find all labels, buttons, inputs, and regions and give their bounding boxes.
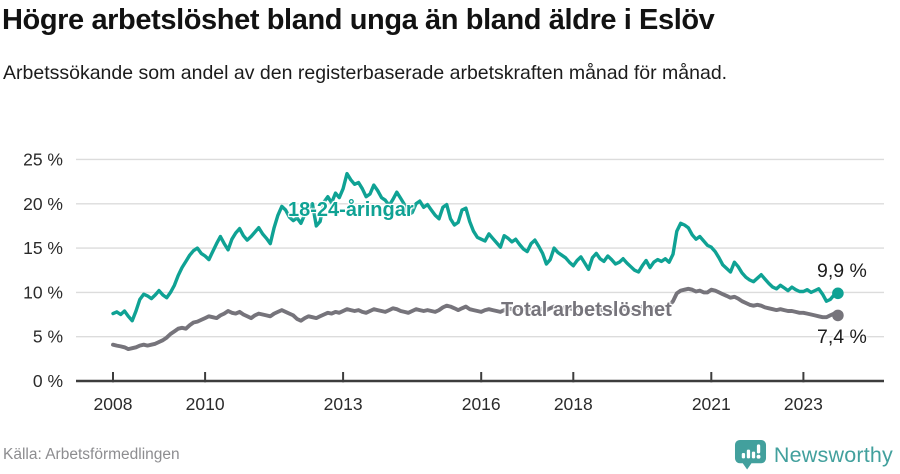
end-value-total: 7,4 % xyxy=(817,326,867,348)
x-tick-label-2018: 2018 xyxy=(554,394,593,414)
series-line-total xyxy=(111,286,840,352)
x-tick-label-2013: 2013 xyxy=(324,394,363,414)
chart-subtitle: Arbetssökande som andel av den registerb… xyxy=(3,62,728,84)
end-value-young: 9,9 % xyxy=(817,260,867,282)
y-tick-label-10: 10 % xyxy=(23,282,63,302)
series-end-dot-young xyxy=(832,287,844,300)
x-tick-label-2021: 2021 xyxy=(692,394,731,414)
newsworthy-logo-icon xyxy=(734,439,766,470)
y-tick-label-5: 5 % xyxy=(33,327,63,347)
newsworthy-logo: Newsworthy xyxy=(734,439,893,471)
x-tick-label-2010: 2010 xyxy=(186,394,225,414)
chart-title: Högre arbetslöshet bland unga än bland ä… xyxy=(2,4,715,36)
newsworthy-brand-name: Newsworthy xyxy=(773,442,893,467)
series-label-total: Total arbetslöshet xyxy=(501,299,672,321)
y-tick-label-15: 15 % xyxy=(23,238,63,258)
chart-canvas: 0 % 5 % 10 % 15 % 20 % 25 % 2008 2010 2013 2016 20… xyxy=(23,149,884,414)
y-tick-label-20: 20 % xyxy=(23,194,63,214)
series-line-young xyxy=(111,171,840,323)
x-tick-label-2008: 2008 xyxy=(94,394,133,414)
y-tick-label-25: 25 % xyxy=(23,149,63,169)
source-note: Källa: Arbetsförmedlingen xyxy=(3,446,180,463)
y-tick-label-0: 0 % xyxy=(33,371,63,391)
series-label-young: 18-24-åringar xyxy=(288,199,414,221)
x-tick-label-2016: 2016 xyxy=(462,394,501,414)
series-end-dot-total xyxy=(832,309,844,322)
x-tick-label-2023: 2023 xyxy=(784,394,823,414)
